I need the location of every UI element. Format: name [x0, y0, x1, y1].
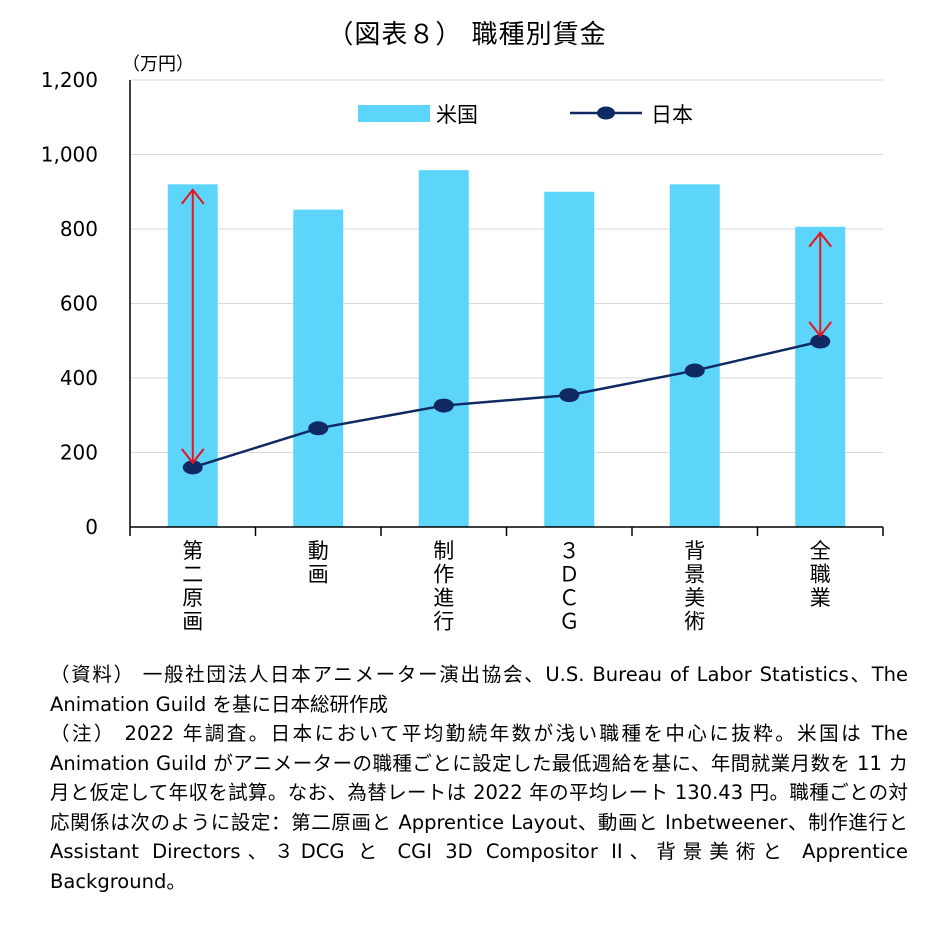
- y-tick-label: 1,200: [41, 68, 98, 92]
- japan-series-line: [192, 340, 821, 469]
- legend-bar-label: 米国: [436, 103, 478, 127]
- gap-arrow-head-bottom: [808, 321, 833, 338]
- data-point: [684, 363, 705, 378]
- y-tick-label: 1,000: [41, 143, 98, 167]
- legend-bar-swatch: [358, 105, 430, 122]
- y-tick-label: 600: [60, 292, 98, 316]
- y-tick-label: 800: [60, 217, 98, 241]
- data-point: [308, 421, 329, 436]
- legend-line-label: 日本: [651, 103, 693, 127]
- x-category-label: 全職業: [810, 539, 831, 610]
- x-category-label: 動画: [308, 539, 329, 587]
- bar: [544, 191, 595, 527]
- footnote: （注） 2022 年調査。日本において平均勤続年数が浅い職種を中心に抜粋。米国は…: [50, 722, 908, 893]
- x-category-label: ３ＤＣＧ: [559, 539, 580, 634]
- y-tick-label: 200: [60, 441, 98, 465]
- bar: [293, 209, 344, 527]
- chart-title: （図表８） 職種別賃金: [327, 20, 607, 50]
- x-category-label: 制作進行: [433, 539, 454, 634]
- source-note: （資料） 一般社団法人日本アニメーター演出協会、U.S. Bureau of L…: [50, 663, 908, 716]
- data-point: [810, 334, 831, 349]
- gap-arrow-head-top: [180, 188, 205, 205]
- bar: [669, 184, 720, 528]
- data-point: [433, 398, 454, 413]
- y-axis-unit-label: （万円）: [122, 54, 194, 75]
- data-point: [182, 460, 203, 475]
- gap-arrow-head-bottom: [180, 448, 205, 465]
- legend-line-marker: [597, 106, 615, 120]
- y-tick-label: 0: [85, 515, 98, 539]
- chart-notes: （資料） 一般社団法人日本アニメーター演出協会、U.S. Bureau of L…: [50, 660, 908, 896]
- bar: [418, 170, 469, 527]
- bar-line-chart: 0 200 400 600 800 1,000 1,200 （万円） 第二原画 動画 制作進行 ３ＤＣ…: [41, 54, 884, 634]
- y-tick-label: 400: [60, 366, 98, 390]
- data-point: [559, 388, 580, 403]
- x-category-label: 背景美術: [684, 539, 705, 634]
- gap-arrow-head-top: [808, 231, 833, 248]
- x-category-label: 第二原画: [182, 539, 203, 634]
